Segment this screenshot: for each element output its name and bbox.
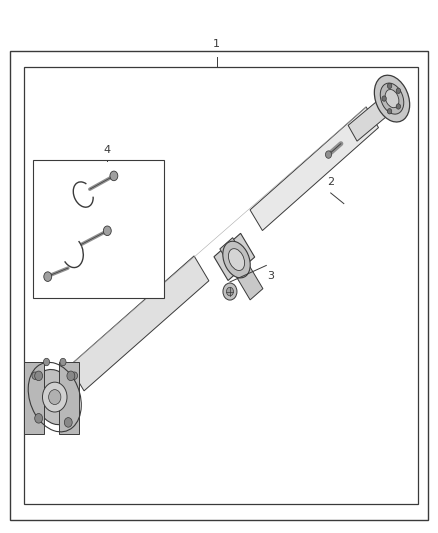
Circle shape	[71, 372, 78, 379]
Polygon shape	[59, 362, 79, 434]
Polygon shape	[24, 362, 44, 434]
Ellipse shape	[385, 90, 399, 108]
Circle shape	[42, 382, 67, 412]
Circle shape	[387, 109, 392, 114]
Polygon shape	[69, 256, 209, 391]
Circle shape	[60, 358, 66, 366]
Circle shape	[35, 414, 42, 423]
Bar	[24, 67, 418, 504]
Ellipse shape	[380, 83, 404, 114]
Circle shape	[32, 372, 38, 379]
Ellipse shape	[374, 75, 410, 122]
Circle shape	[103, 226, 111, 236]
Circle shape	[387, 83, 392, 88]
Bar	[10, 51, 428, 520]
Ellipse shape	[229, 248, 244, 271]
Circle shape	[325, 151, 332, 158]
Circle shape	[49, 390, 61, 405]
Circle shape	[396, 104, 401, 109]
Circle shape	[396, 88, 401, 93]
Circle shape	[43, 358, 49, 366]
Polygon shape	[236, 265, 263, 300]
Polygon shape	[348, 96, 392, 141]
Text: 1: 1	[213, 39, 220, 49]
Circle shape	[223, 283, 237, 300]
Circle shape	[67, 371, 75, 381]
Circle shape	[382, 96, 386, 101]
Ellipse shape	[223, 241, 250, 278]
Polygon shape	[220, 238, 247, 273]
Circle shape	[35, 371, 42, 381]
Polygon shape	[250, 107, 378, 231]
Circle shape	[226, 287, 233, 296]
Text: 3: 3	[267, 271, 274, 281]
Text: 4: 4	[104, 146, 111, 155]
Circle shape	[64, 417, 72, 427]
Circle shape	[110, 171, 118, 181]
Ellipse shape	[33, 369, 76, 425]
Circle shape	[44, 272, 52, 281]
Bar	[33, 160, 164, 298]
Polygon shape	[214, 233, 255, 280]
Text: 2: 2	[327, 177, 334, 187]
